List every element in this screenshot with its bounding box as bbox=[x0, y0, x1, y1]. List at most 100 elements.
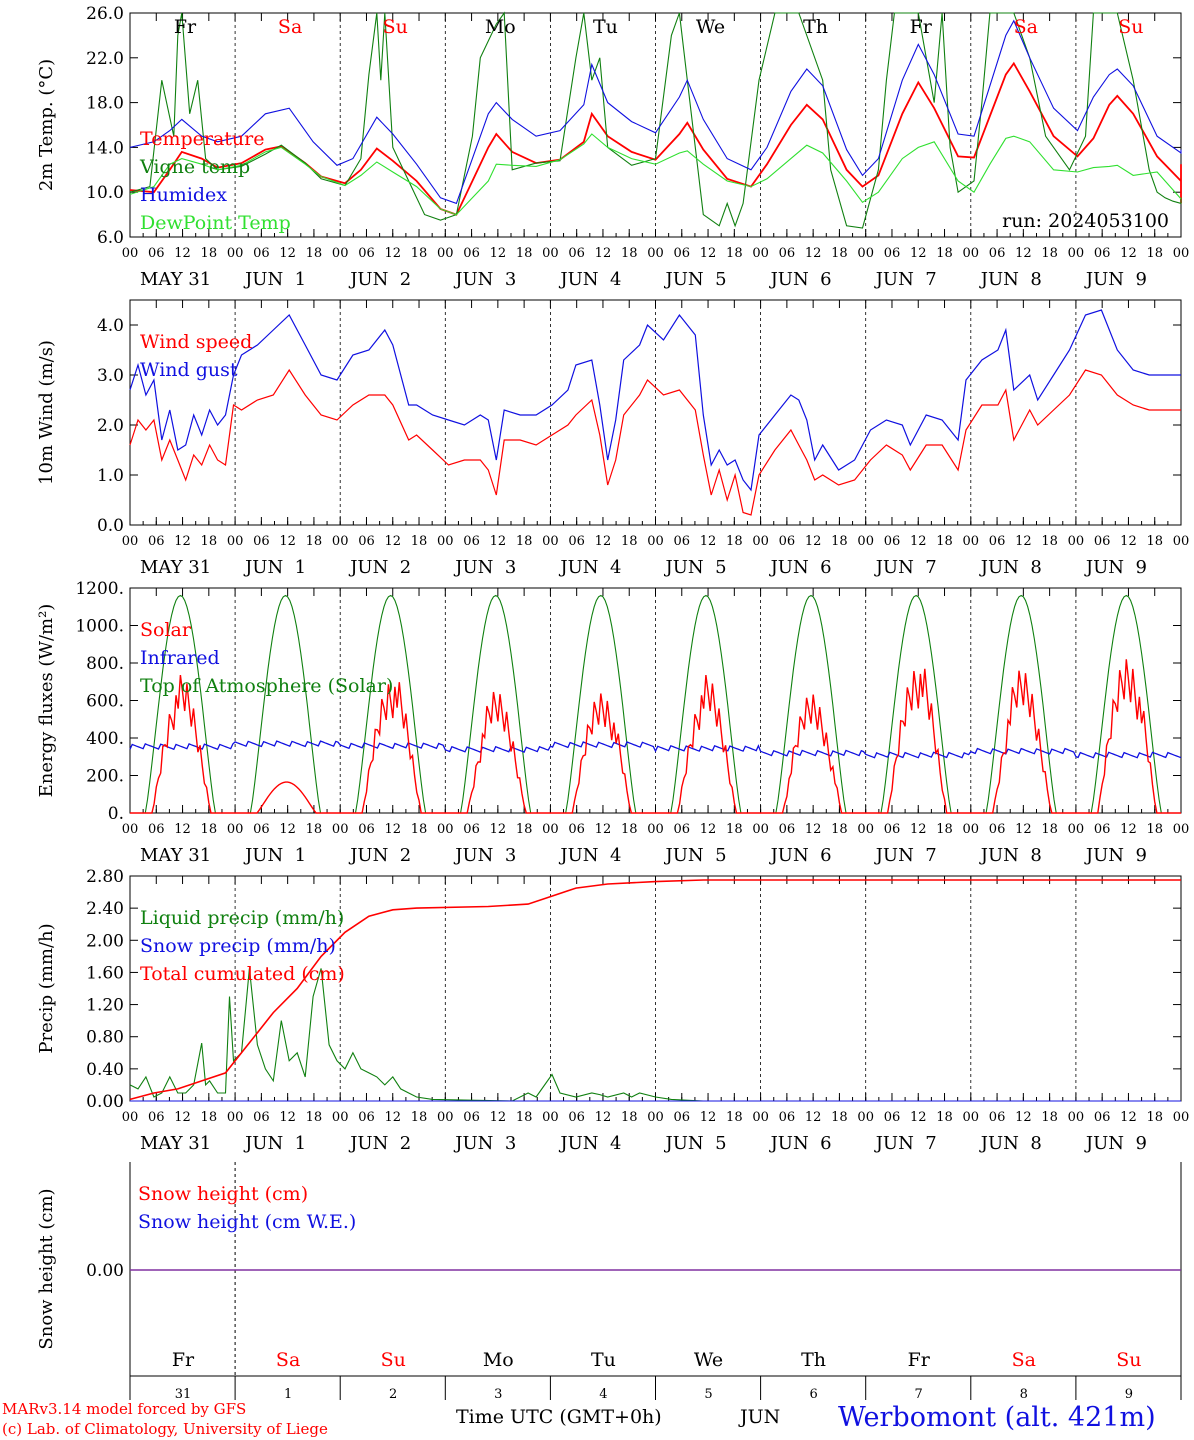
day-number: 3 bbox=[494, 1387, 502, 1402]
hour-tick-label: 06 bbox=[463, 822, 480, 837]
date-label: JUN 4 bbox=[558, 557, 621, 578]
hour-tick-label: 06 bbox=[463, 246, 480, 261]
hour-tick-label: 00 bbox=[542, 822, 559, 837]
hour-tick-label: 00 bbox=[437, 822, 454, 837]
legend-entry: Wind speed bbox=[140, 331, 252, 353]
hour-tick-label: 12 bbox=[279, 1110, 296, 1125]
date-label: JUN 7 bbox=[874, 557, 937, 578]
hour-tick-label: 00 bbox=[963, 1110, 980, 1125]
date-label: MAY 31 bbox=[140, 845, 211, 866]
hour-tick-label: 06 bbox=[884, 534, 901, 549]
hour-tick-label: 06 bbox=[358, 1110, 375, 1125]
hour-tick-label: 18 bbox=[726, 1110, 743, 1125]
legend-entry: Liquid precip (mm/h) bbox=[140, 907, 344, 929]
station-label: Werbomont (alt. 421m) bbox=[838, 1402, 1156, 1433]
hour-tick-label: 12 bbox=[910, 534, 927, 549]
weekday-label-bottom: Th bbox=[801, 1349, 826, 1371]
date-label: JUN 4 bbox=[558, 1133, 621, 1154]
y-tick-label: 0.80 bbox=[86, 1028, 124, 1048]
hour-tick-label: 06 bbox=[884, 246, 901, 261]
hour-tick-label: 18 bbox=[621, 246, 638, 261]
weekday-label: We bbox=[696, 16, 725, 38]
day-number: 7 bbox=[915, 1387, 923, 1402]
hour-tick-label: 18 bbox=[306, 822, 323, 837]
hour-tick-label: 18 bbox=[726, 822, 743, 837]
hour-tick-label: 00 bbox=[227, 246, 244, 261]
hour-tick-label: 06 bbox=[1094, 534, 1111, 549]
hour-tick-label: 18 bbox=[1041, 246, 1058, 261]
hour-tick-label: 00 bbox=[542, 246, 559, 261]
hour-tick-label: 18 bbox=[516, 534, 533, 549]
hour-tick-label: 18 bbox=[516, 246, 533, 261]
y-tick-label: 0.00 bbox=[86, 1092, 124, 1112]
hour-tick-label: 12 bbox=[279, 246, 296, 261]
hour-tick-label: 00 bbox=[647, 246, 664, 261]
hour-tick-label: 12 bbox=[595, 534, 612, 549]
legend-entry: DewPoint Temp bbox=[140, 212, 291, 234]
date-label: JUN 2 bbox=[348, 557, 411, 578]
hour-tick-label: 18 bbox=[1146, 1110, 1163, 1125]
hour-tick-label: 00 bbox=[122, 534, 139, 549]
hour-tick-label: 12 bbox=[700, 822, 717, 837]
hour-tick-label: 18 bbox=[726, 534, 743, 549]
hour-tick-label: 06 bbox=[148, 822, 165, 837]
hour-tick-label: 00 bbox=[227, 822, 244, 837]
date-label: JUN 5 bbox=[664, 269, 727, 290]
month-label: JUN bbox=[740, 1406, 781, 1428]
hour-tick-label: 00 bbox=[227, 534, 244, 549]
date-label: JUN 5 bbox=[664, 557, 727, 578]
hour-tick-label: 12 bbox=[595, 246, 612, 261]
hour-tick-label: 00 bbox=[1173, 246, 1190, 261]
hour-tick-label: 12 bbox=[174, 822, 191, 837]
series-line bbox=[129, 879, 1181, 1101]
hour-tick-label: 00 bbox=[1173, 822, 1190, 837]
hour-tick-label: 06 bbox=[779, 822, 796, 837]
day-number: 9 bbox=[1125, 1387, 1133, 1402]
hour-tick-label: 00 bbox=[752, 822, 769, 837]
hour-tick-label: 06 bbox=[463, 534, 480, 549]
y-axis-label: 2m Temp. (°C) bbox=[36, 59, 57, 191]
hour-tick-label: 12 bbox=[805, 246, 822, 261]
legend-entry: Vigne temp bbox=[139, 156, 250, 178]
hour-tick-label: 18 bbox=[621, 822, 638, 837]
hour-tick-label: 12 bbox=[174, 1110, 191, 1125]
date-label: JUN 6 bbox=[769, 269, 832, 290]
hour-tick-label: 12 bbox=[805, 1110, 822, 1125]
hour-tick-label: 00 bbox=[227, 1110, 244, 1125]
hour-tick-label: 06 bbox=[989, 246, 1006, 261]
hour-tick-label: 12 bbox=[700, 534, 717, 549]
run-label: run: 2024053100 bbox=[1002, 210, 1169, 232]
hour-tick-label: 18 bbox=[411, 1110, 428, 1125]
weekday-label-bottom: Sa bbox=[276, 1349, 300, 1371]
hour-tick-label: 00 bbox=[963, 822, 980, 837]
hour-tick-label: 00 bbox=[332, 822, 349, 837]
weekday-label: Tu bbox=[593, 16, 618, 38]
series-line-infrared bbox=[129, 740, 1182, 759]
hour-tick-label: 06 bbox=[148, 1110, 165, 1125]
hour-tick-label: 12 bbox=[1120, 246, 1137, 261]
y-tick-label: 0. bbox=[108, 804, 124, 824]
date-label: JUN 8 bbox=[979, 557, 1042, 578]
hour-tick-label: 12 bbox=[1015, 534, 1032, 549]
hour-tick-label: 12 bbox=[595, 822, 612, 837]
day-number: 1 bbox=[284, 1387, 292, 1402]
weekday-label-bottom: Fr bbox=[908, 1349, 931, 1371]
date-label: JUN 3 bbox=[453, 845, 516, 866]
hour-tick-label: 18 bbox=[1146, 534, 1163, 549]
hour-tick-label: 18 bbox=[831, 246, 848, 261]
hour-tick-label: 18 bbox=[201, 822, 218, 837]
legend-entry: Wind gust bbox=[140, 359, 238, 381]
hour-tick-label: 00 bbox=[332, 1110, 349, 1125]
hour-tick-label: 06 bbox=[674, 246, 691, 261]
date-label: JUN 1 bbox=[243, 845, 306, 866]
date-label: JUN 3 bbox=[453, 1133, 516, 1154]
y-axis-label: Energy fluxes (W/m²) bbox=[36, 604, 57, 798]
weekday-label: Mo bbox=[485, 16, 516, 38]
hour-tick-label: 06 bbox=[463, 1110, 480, 1125]
hour-tick-label: 12 bbox=[490, 822, 507, 837]
hour-tick-label: 18 bbox=[831, 822, 848, 837]
hour-tick-label: 12 bbox=[805, 822, 822, 837]
date-label: JUN 9 bbox=[1084, 845, 1147, 866]
series-line bbox=[129, 968, 1181, 1102]
weekday-label-bottom: We bbox=[694, 1349, 723, 1371]
